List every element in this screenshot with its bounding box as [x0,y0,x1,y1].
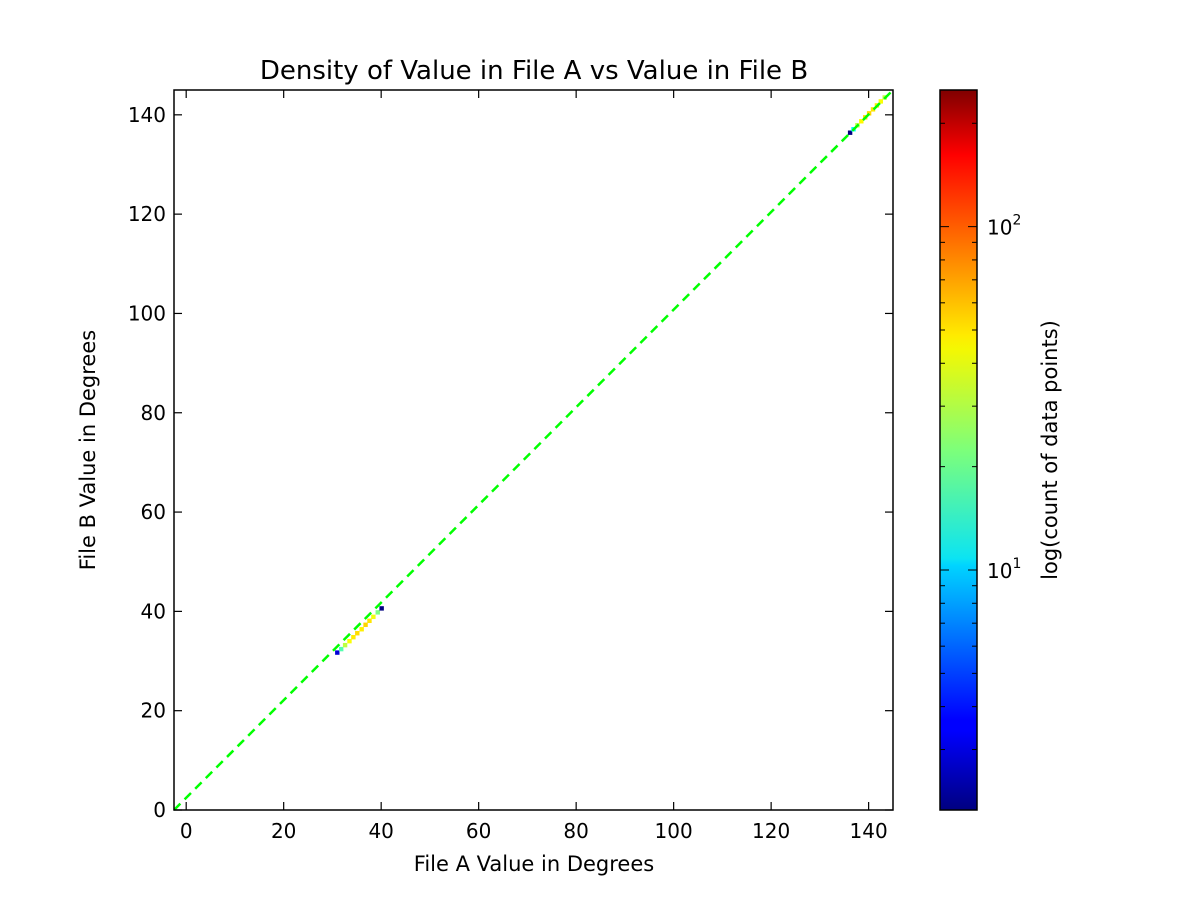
x-tick-label: 60 [466,819,491,843]
y-tick-label: 40 [141,599,166,623]
axis-ticks: 0 20 40 60 80 100 120 140 0 20 40 60 80 100 120 140 [128,90,893,843]
chart-title: Density of Value in File A vs Value in F… [260,56,808,86]
density-cell [351,635,356,640]
y-tick-label: 80 [141,401,166,425]
plot-frame [173,89,894,811]
colorbar-ticks: 101 102 [940,122,1021,811]
density-cell [335,650,340,655]
colorbar-label: log(count of data points) [1038,320,1062,580]
y-tick-label: 20 [141,699,166,723]
density-cell [859,119,864,124]
density-cell [375,610,380,615]
y-tick-label: 120 [128,202,166,226]
density-cell [338,646,344,652]
x-tick-label: 0 [180,819,193,843]
density-cell [355,631,360,636]
density-cell [866,111,872,116]
density-cell [347,638,352,644]
density-cell [870,107,876,112]
density-cell [371,614,376,620]
x-tick-label: 120 [752,819,790,843]
colorbar: 101 102 log(count of data points) [939,89,1062,811]
x-tick-label: 40 [368,819,393,843]
x-tick-label: 100 [655,819,693,843]
density-cell [878,99,884,104]
y-tick-label: 140 [128,103,166,127]
density-cell [363,622,368,627]
y-axis-label: File B Value in Degrees [76,330,100,570]
plot-area: 0 20 40 60 80 100 120 140 0 20 40 60 80 100 120 140 [128,89,894,843]
density-cell [379,606,384,611]
y-tick-label: 100 [128,301,166,325]
y-tick-label: 0 [153,798,166,822]
identity-reference-line [173,89,894,811]
colorbar-tick-label: 101 [987,556,1021,583]
x-tick-label: 20 [271,819,296,843]
y-tick-label: 60 [141,500,166,524]
colorbar-gradient [939,89,978,811]
x-tick-label: 80 [563,819,588,843]
density-cell [367,618,372,624]
density-cell [847,130,853,135]
density-cell [342,642,348,648]
x-tick-label: 140 [850,819,888,843]
density-cell [359,627,364,632]
colorbar-tick-label: 102 [987,213,1021,240]
x-axis-label: File A Value in Degrees [414,852,654,876]
